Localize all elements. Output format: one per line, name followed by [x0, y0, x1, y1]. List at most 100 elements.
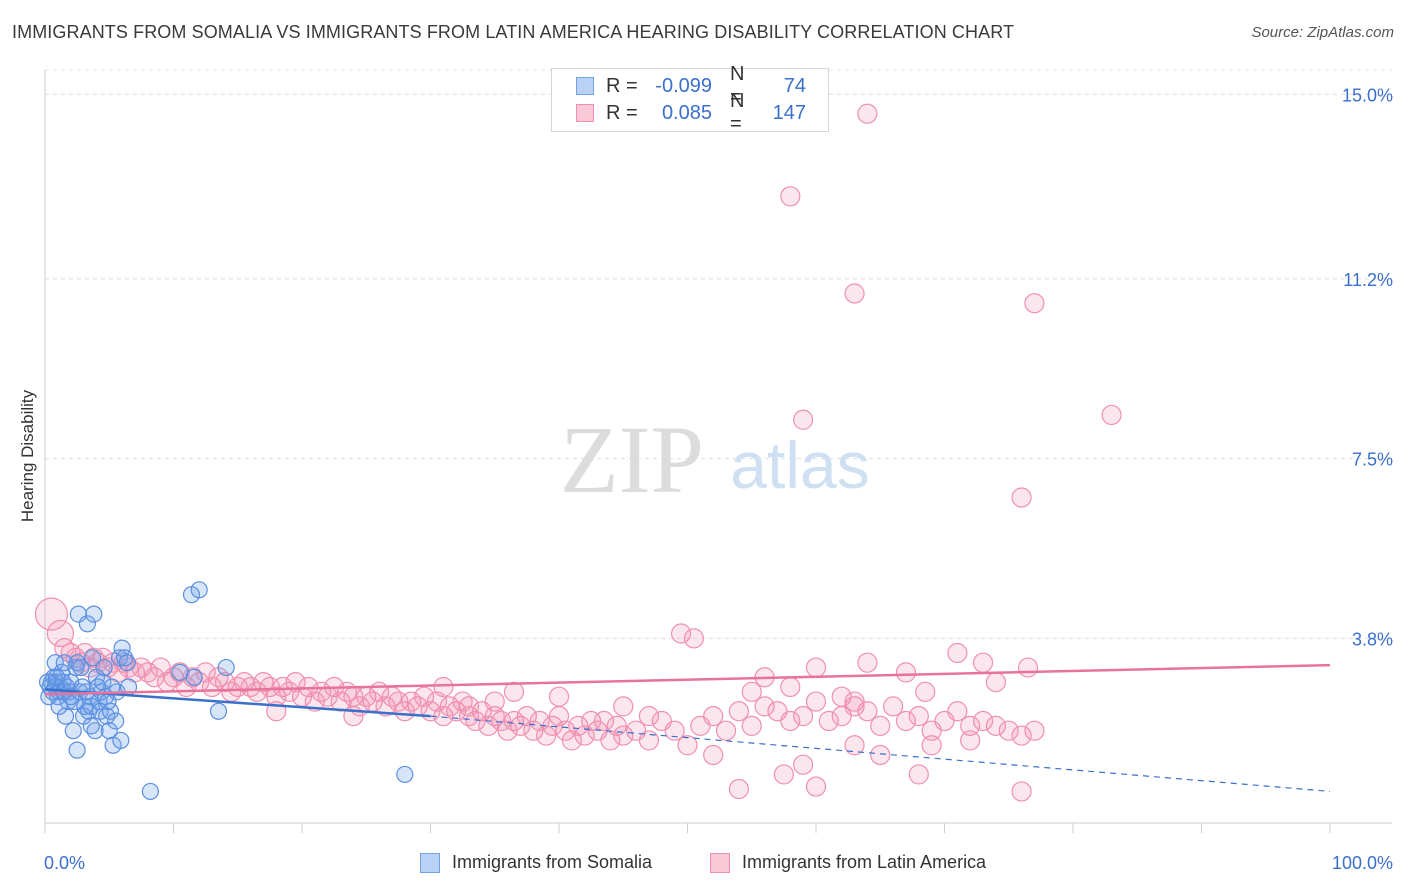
r-label: R = — [606, 101, 638, 124]
y-tick-label: 3.8% — [1352, 629, 1393, 649]
r-value: 0.085 — [661, 101, 712, 124]
latin-trend-line — [44, 663, 1331, 696]
latin-america-points — [34, 103, 1122, 802]
somalia-trend-extension — [430, 715, 1331, 793]
somalia-point — [396, 765, 414, 784]
latin-point — [638, 730, 660, 751]
somalia-legend-label: Immigrants from Somalia — [452, 852, 653, 872]
latin-point — [870, 744, 891, 766]
latin-point — [972, 710, 994, 732]
latin-point — [947, 701, 968, 722]
somalia-point — [83, 649, 102, 667]
somalia-point — [82, 717, 100, 735]
n-label: N = — [730, 63, 745, 108]
somalia-points — [38, 581, 414, 801]
source-credit: Source: ZipAtlas.com — [1251, 24, 1394, 41]
somalia-point — [95, 658, 113, 677]
latin-point — [670, 623, 692, 644]
latin-point — [34, 597, 69, 631]
y-tick-label: 15.0% — [1342, 85, 1393, 105]
latin-point — [683, 628, 705, 649]
latin-point — [503, 681, 525, 702]
n-value: 147 — [772, 101, 806, 124]
somalia-point — [112, 731, 130, 750]
latin-point — [728, 778, 750, 800]
x-tick-label-max: 100.0% — [1332, 853, 1393, 873]
latin-point — [857, 652, 878, 673]
latin-point — [805, 691, 827, 712]
somalia-swatch — [576, 77, 594, 95]
somalia-point — [56, 707, 75, 725]
latin-point — [664, 720, 685, 741]
somalia-point — [118, 654, 136, 672]
somalia-point — [64, 722, 82, 740]
latin-point — [46, 619, 75, 648]
legend-row-latin: R = 0.085 N = 147 — [576, 90, 806, 135]
latin-point — [895, 710, 917, 732]
latin-point — [484, 691, 505, 712]
latin-point — [375, 696, 396, 717]
somalia-point — [217, 658, 235, 677]
latin-point — [857, 701, 878, 722]
latin-point — [478, 715, 499, 736]
somalia-point — [141, 782, 159, 801]
latin-point — [1024, 720, 1045, 741]
watermark: ZIP atlas — [560, 406, 870, 513]
latin-point — [947, 642, 968, 664]
somalia-point — [209, 702, 228, 720]
latin-point — [394, 701, 415, 722]
watermark-atlas: atlas — [730, 428, 869, 502]
x-tick-label-min: 0.0% — [44, 853, 85, 873]
latin-point — [1011, 781, 1032, 802]
latin-point — [613, 696, 634, 717]
somalia-point — [99, 692, 117, 711]
latin-legend-label: Immigrants from Latin America — [742, 852, 987, 872]
latin-point — [895, 662, 917, 683]
latin-point — [985, 672, 1007, 693]
latin-point — [433, 676, 454, 698]
somalia-point — [55, 654, 73, 672]
latin-point — [279, 681, 300, 702]
latin-point — [844, 283, 865, 304]
latin-point — [780, 710, 801, 732]
latin-point — [793, 409, 814, 430]
watermark-zip: ZIP — [560, 406, 704, 513]
axes — [44, 70, 1392, 833]
somalia-point — [47, 668, 66, 686]
latin-point — [1011, 487, 1032, 508]
n-label: N = — [730, 90, 745, 135]
latin-point — [793, 754, 814, 775]
latin-point — [741, 715, 762, 736]
latin-point — [960, 730, 981, 751]
latin-point — [568, 715, 589, 736]
latin-point — [741, 681, 762, 702]
latin-point — [593, 710, 615, 732]
latin-point — [754, 696, 775, 717]
latin-point — [972, 652, 994, 673]
somalia-point — [94, 673, 112, 691]
latin-point — [715, 720, 737, 741]
somalia-point — [85, 605, 103, 623]
somalia-point — [50, 697, 68, 716]
latin-legend-swatch — [710, 852, 730, 873]
latin-point — [523, 720, 544, 741]
latin-point — [773, 764, 794, 785]
latin-point — [882, 696, 904, 717]
latin-point — [548, 686, 570, 707]
r-label: R = — [606, 74, 638, 97]
chart-title: IMMIGRANTS FROM SOMALIA VS IMMIGRANTS FR… — [12, 22, 1015, 42]
bottom-legend-latin: Immigrants from Latin America — [710, 852, 986, 873]
latin-point — [921, 735, 942, 756]
latin-point — [304, 691, 325, 712]
latin-point — [1011, 725, 1032, 746]
somalia-point — [101, 702, 120, 720]
latin-point — [998, 720, 1019, 741]
latin-point — [446, 701, 467, 722]
somalia-point — [68, 741, 86, 759]
latin-point — [818, 710, 839, 732]
latin-point — [703, 706, 724, 727]
somalia-point — [72, 658, 90, 677]
gridlines — [45, 69, 1392, 639]
latin-point — [780, 676, 801, 698]
